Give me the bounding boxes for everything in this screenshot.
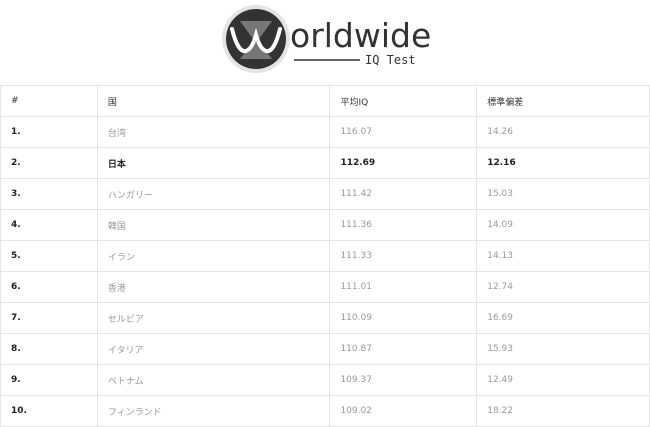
rank-cell: 2. — [0, 147, 98, 179]
country-cell: セルビア — [96, 302, 331, 334]
table-row: 2. 日本 112.69 12.16 — [0, 147, 650, 179]
standard-deviation-cell: 12.74 — [476, 271, 650, 303]
standard-deviation-cell: 16.69 — [476, 302, 650, 334]
header-country: 国 — [96, 85, 331, 117]
average-iq-cell: 110.87 — [329, 333, 478, 365]
country-cell: 日本 — [96, 147, 331, 179]
rank-cell: 10. — [0, 395, 98, 427]
standard-deviation-cell: 12.16 — [476, 147, 650, 179]
country-cell: フィンランド — [96, 395, 331, 427]
country-cell: 香港 — [96, 271, 331, 303]
table-row: 6. 香港 111.01 12.74 — [0, 271, 650, 303]
country-cell: イタリア — [96, 333, 331, 365]
logo-text: orldwide — [290, 16, 430, 55]
rank-cell: 4. — [0, 209, 98, 241]
rank-cell: 6. — [0, 271, 98, 303]
average-iq-cell: 111.36 — [329, 209, 478, 241]
table-row: 1. 台湾 116.07 14.26 — [0, 116, 650, 148]
standard-deviation-cell: 15.03 — [476, 178, 650, 210]
standard-deviation-cell: 14.09 — [476, 209, 650, 241]
table-row: 10. フィンランド 109.02 18.22 — [0, 395, 650, 427]
average-iq-cell: 109.02 — [329, 395, 478, 427]
standard-deviation-cell: 14.13 — [476, 240, 650, 272]
table-row: 4. 韓国 111.36 14.09 — [0, 209, 650, 241]
country-cell: ハンガリー — [96, 178, 331, 210]
rank-cell: 5. — [0, 240, 98, 272]
header-average-iq: 平均IQ — [329, 85, 478, 117]
table-row: 9. ベトナム 109.37 12.49 — [0, 364, 650, 396]
rank-cell: 3. — [0, 178, 98, 210]
header-standard-deviation: 標準偏差 — [476, 85, 650, 117]
average-iq-cell: 109.37 — [329, 364, 478, 396]
average-iq-cell: 110.09 — [329, 302, 478, 334]
country-cell: 台湾 — [96, 116, 331, 148]
average-iq-cell: 111.42 — [329, 178, 478, 210]
rank-cell: 1. — [0, 116, 98, 148]
standard-deviation-cell: 18.22 — [476, 395, 650, 427]
table-row: 8. イタリア 110.87 15.93 — [0, 333, 650, 365]
header-rank: # — [0, 85, 98, 117]
average-iq-cell: 116.07 — [329, 116, 478, 148]
rank-cell: 9. — [0, 364, 98, 396]
average-iq-cell: 111.01 — [329, 271, 478, 303]
country-cell: ベトナム — [96, 364, 331, 396]
average-iq-cell: 112.69 — [329, 147, 478, 179]
table-header-row: # 国 平均IQ 標準偏差 — [0, 85, 650, 117]
country-cell: 韓国 — [96, 209, 331, 241]
worldwide-iq-test-logo: orldwide IQ Test — [222, 5, 430, 73]
standard-deviation-cell: 14.26 — [476, 116, 650, 148]
rank-cell: 7. — [0, 302, 98, 334]
standard-deviation-cell: 15.93 — [476, 333, 650, 365]
iq-ranking-table: # 国 平均IQ 標準偏差 1. 台湾 116.07 14.26 2. 日本 112.69 1… — [0, 85, 650, 427]
standard-deviation-cell: 12.49 — [476, 364, 650, 396]
rank-cell: 8. — [0, 333, 98, 365]
table-row: 5. イラン 111.33 14.13 — [0, 240, 650, 272]
country-cell: イラン — [96, 240, 331, 272]
average-iq-cell: 111.33 — [329, 240, 478, 272]
table-row: 3. ハンガリー 111.42 15.03 — [0, 178, 650, 210]
logo-subtitle: IQ Test — [365, 53, 416, 67]
table-row: 7. セルビア 110.09 16.69 — [0, 302, 650, 334]
